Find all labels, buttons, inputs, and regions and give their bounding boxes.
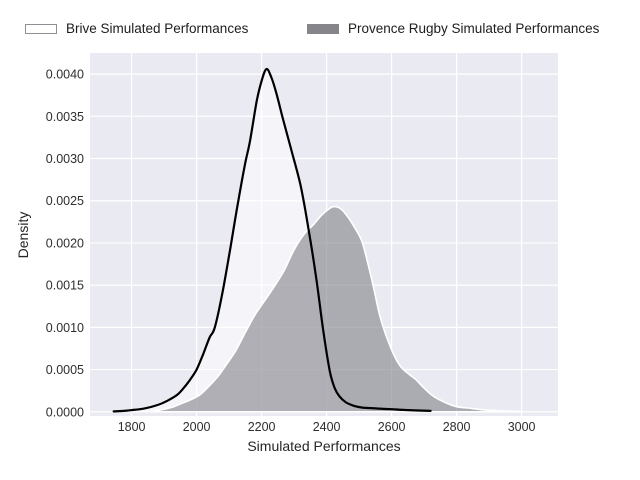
x-tick-label: 2400 xyxy=(313,420,341,434)
provence-legend-label: Provence Rugby Simulated Performances xyxy=(348,21,600,36)
legend-item-brive: Brive Simulated Performances xyxy=(25,21,248,37)
y-tick-label: 0.0040 xyxy=(46,68,84,82)
y-tick-label: 0.0005 xyxy=(46,363,84,377)
brive-density-line xyxy=(112,67,432,413)
x-tick-label: 2000 xyxy=(183,420,211,434)
x-tick-label: 3000 xyxy=(508,420,536,434)
y-tick-label: 0.0030 xyxy=(46,152,84,166)
y-tick-label: 0.0000 xyxy=(46,405,84,419)
brive-legend-label: Brive Simulated Performances xyxy=(66,21,249,36)
y-tick-label: 0.0035 xyxy=(46,110,84,124)
provence-legend-swatch xyxy=(307,24,339,34)
x-tick-label: 2800 xyxy=(443,420,471,434)
x-tick-label: 1800 xyxy=(118,420,146,434)
legend-item-provence: Provence Rugby Simulated Performances xyxy=(307,21,599,37)
x-tick-label: 2200 xyxy=(248,420,276,434)
y-tick-label: 0.0025 xyxy=(46,194,84,208)
y-tick-label: 0.0010 xyxy=(46,321,84,335)
provence-density-area xyxy=(153,205,523,413)
x-tick-label: 2600 xyxy=(378,420,406,434)
x-axis-label: Simulated Performances xyxy=(247,438,401,454)
y-tick-label: 0.0015 xyxy=(46,279,84,293)
brive-density-area xyxy=(113,68,431,412)
y-tick-label: 0.0020 xyxy=(46,236,84,250)
brive-legend-swatch xyxy=(25,24,57,34)
y-axis-label: Density xyxy=(15,211,31,259)
